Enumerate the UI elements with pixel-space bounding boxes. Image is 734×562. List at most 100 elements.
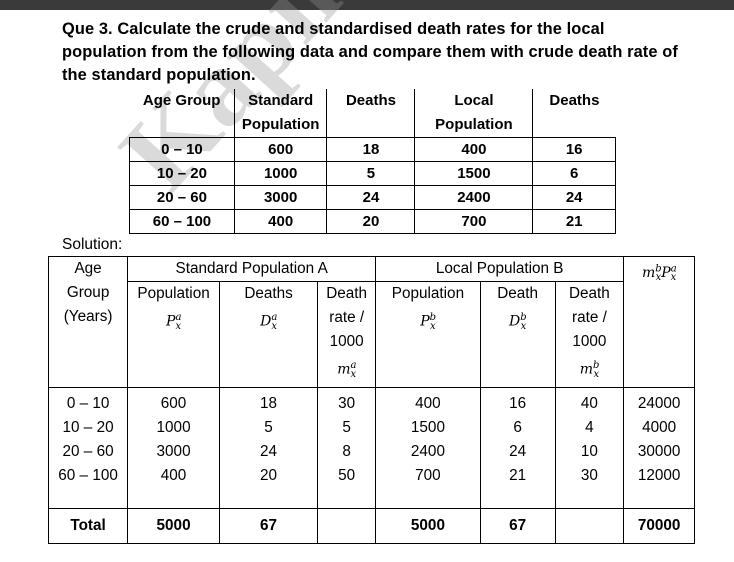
qt-header-age: Age Group (129, 89, 235, 138)
symbol-m: m (579, 361, 594, 378)
st-pop-a: 600 1000 3000 400 (127, 387, 220, 510)
value-cell: 4 (585, 419, 594, 437)
total-pop-b: 5000 (375, 508, 481, 545)
st-col-rate-b-symbol: mbx (579, 360, 600, 381)
qt-cell: 600 (233, 137, 328, 162)
qt-row-3: 20 – 60 3000 24 2400 24 (129, 185, 616, 210)
st-ages: 0 – 10 10 – 20 20 – 60 60 – 100 (47, 387, 129, 510)
st-product-m: m (641, 264, 656, 281)
st-col-death-b-label: Death (497, 285, 539, 302)
solution-table: Age Group (Years) Standard Population A … (47, 255, 695, 545)
value-cell: 4000 (642, 419, 677, 437)
st-col-rate-a-label: Death rate / 1000 (326, 285, 368, 350)
qt-cell: 3000 (233, 185, 328, 210)
value-cell: 18 (260, 395, 278, 413)
st-col-rate-a: Death rate / 1000 max (317, 280, 377, 389)
symbol-m: m (337, 361, 351, 378)
st-product-p: P (661, 264, 671, 281)
st-col-pop-b-label: Population (391, 285, 465, 302)
value-cell: 30 (580, 467, 598, 485)
st-header-age: Age Group (Years) (47, 255, 129, 389)
qt-cell: 24 (326, 185, 416, 210)
value-cell: 12000 (637, 467, 681, 485)
qt-header-standard-pop: Standard Population (233, 89, 328, 138)
qt-row-4: 60 – 100 400 20 700 21 (129, 209, 616, 234)
total-pop-a: 5000 (127, 508, 220, 545)
st-header-group-b: Local Population B (375, 256, 625, 282)
symbol-d: D (509, 313, 521, 330)
st-product: 24000 4000 30000 12000 (623, 387, 695, 510)
qt-cell: 400 (414, 137, 534, 162)
value-cell: 30000 (637, 443, 681, 461)
value-cell: 24 (509, 443, 527, 461)
st-col-death-b-symbol: Dbx (509, 312, 527, 333)
value-cell: 1000 (156, 419, 191, 437)
st-header-product: mbxPax (623, 255, 695, 389)
value-cell: 50 (338, 467, 356, 485)
st-data-block: 0 – 10 10 – 20 20 – 60 60 – 100 600 1000… (47, 387, 695, 510)
st-col-pop-a-label: Population (137, 285, 210, 302)
qt-cell: 24 (532, 185, 616, 210)
value-cell: 3000 (156, 443, 191, 461)
age-cell: 60 – 100 (58, 467, 118, 485)
qt-cell: 2400 (414, 185, 534, 210)
st-col-rate-a-symbol: max (337, 360, 357, 381)
value-cell: 5 (342, 419, 351, 437)
st-col-deaths-a-label: Deaths (244, 285, 293, 302)
st-header-age-text: Age Group (Years) (63, 260, 113, 325)
value-cell: 1500 (410, 419, 445, 437)
value-cell: 8 (342, 443, 351, 461)
st-col-pop-a: Population Pax (127, 280, 220, 389)
qt-cell: 0 – 10 (129, 137, 235, 162)
st-col-death-b: Death Dbx (479, 280, 556, 389)
qt-cell: 60 – 100 (129, 209, 235, 234)
qt-cell: 700 (414, 209, 534, 234)
st-col-deaths-a: Deaths Dax (218, 280, 319, 389)
value-cell: 700 (415, 467, 441, 485)
st-col-rate-b-label: Death rate / 1000 (569, 285, 610, 350)
st-col-deaths-a-symbol: Dax (260, 312, 278, 333)
age-cell: 10 – 20 (62, 419, 114, 437)
symbol-p: P (420, 313, 430, 330)
question-text: Que 3. Calculate the crude and standardi… (62, 20, 678, 84)
value-cell: 5 (264, 419, 273, 437)
value-cell: 24 (260, 443, 278, 461)
st-header-group-a: Standard Population A (127, 256, 377, 282)
total-rate-a (317, 508, 377, 545)
qt-cell: 400 (233, 209, 328, 234)
value-cell: 400 (415, 395, 441, 413)
symbol-p: P (166, 313, 176, 330)
st-deaths-b: 16 6 24 21 (479, 387, 556, 510)
qt-header-deaths-a: Deaths (326, 89, 416, 138)
age-cell: 0 – 10 (66, 395, 110, 413)
top-bar (0, 0, 734, 10)
st-col-rate-b: Death rate / 1000 mbx (554, 280, 625, 389)
qt-cell: 1500 (414, 161, 534, 186)
value-cell: 6 (513, 419, 522, 437)
qt-row-1: 0 – 10 600 18 400 16 (129, 137, 616, 162)
qt-cell: 21 (532, 209, 616, 234)
value-cell: 10 (580, 443, 598, 461)
st-col-header: Population Pax Deaths Dax Death rate / 1… (49, 280, 695, 389)
value-cell: 40 (580, 395, 598, 413)
st-pop-b: 400 1500 2400 700 (375, 387, 481, 510)
qt-row-2: 10 – 20 1000 5 1500 6 (129, 161, 616, 186)
st-rate-a: 30 5 8 50 (317, 387, 377, 510)
qt-cell: 1000 (233, 161, 328, 186)
symbol-d: D (260, 313, 272, 330)
value-cell: 600 (160, 395, 187, 413)
total-label: Total (47, 508, 129, 545)
total-rate-b (554, 508, 625, 545)
total-deaths-a: 67 (218, 508, 319, 545)
st-product-symbol: mbxPax (641, 263, 677, 284)
qt-cell: 6 (532, 161, 616, 186)
qt-header-deaths-b: Deaths (532, 89, 616, 138)
total-deaths-b: 67 (479, 508, 556, 545)
qt-cell: 10 – 20 (129, 161, 235, 186)
st-total-row: Total 5000 67 5000 67 70000 (47, 508, 695, 545)
st-col-pop-a-symbol: Pax (166, 312, 182, 333)
st-rate-b: 40 4 10 30 (554, 387, 625, 510)
value-cell: 21 (509, 467, 527, 485)
value-cell: 16 (509, 395, 527, 413)
age-cell: 20 – 60 (62, 443, 114, 461)
